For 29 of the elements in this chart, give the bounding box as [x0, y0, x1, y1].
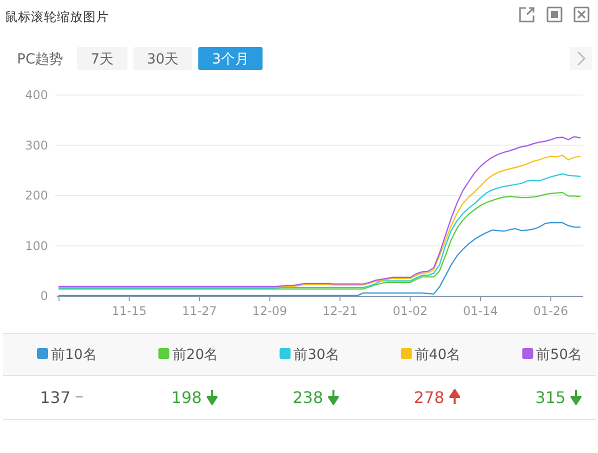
legend-label: 前10名 [51, 347, 97, 363]
text: 238 [292, 388, 324, 407]
legend-label: 前50名 [536, 347, 582, 363]
legend-label: 前40名 [414, 347, 461, 363]
y-tick-label: 0 [40, 289, 48, 304]
y-tick-label: 200 [25, 188, 48, 203]
x-tick-label: 01-26 [533, 304, 568, 318]
x-tick-label: 11-27 [182, 304, 217, 318]
x-tick-label: 12-21 [322, 304, 358, 318]
legend-label: 前30名 [294, 347, 340, 363]
line-series [58, 222, 581, 296]
line-series [58, 192, 581, 290]
tab: 3个月 [198, 47, 263, 70]
text: 278 [414, 388, 444, 407]
x-tick-label: 01-14 [463, 304, 498, 318]
y-tick-label: 100 [25, 238, 48, 253]
y-tick-label: 300 [25, 138, 48, 152]
text: 198 [171, 388, 202, 407]
legend-label: 前20名 [172, 347, 218, 363]
x-tick-label: 11-15 [112, 304, 147, 318]
y-tick-label: 400 [25, 88, 48, 102]
chart-subtitle: PC趋势 [17, 52, 64, 68]
x-tick-label: 01-02 [392, 304, 428, 318]
tab: 7天 [77, 47, 128, 70]
tab: 30天 [133, 47, 192, 70]
chart-title: 鼠标滚轮缩放图片 [5, 9, 109, 24]
text: 137 [40, 388, 71, 407]
text: 315 [535, 388, 566, 407]
x-tick-label: 12-09 [252, 304, 288, 318]
